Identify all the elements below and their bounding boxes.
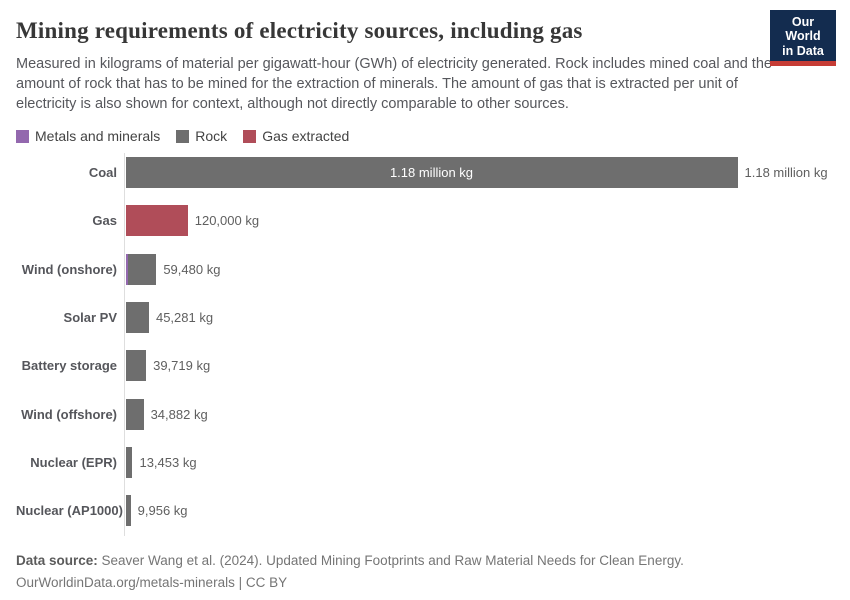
bar-track: 13,453 kg	[125, 446, 197, 478]
data-source-line: Data source: Seaver Wang et al. (2024). …	[16, 550, 834, 572]
data-source-label: Data source:	[16, 553, 98, 568]
bar-segment-rock[interactable]	[125, 157, 738, 188]
data-source-text: Seaver Wang et al. (2024). Updated Minin…	[97, 553, 684, 568]
value-label: 120,000 kg	[194, 213, 260, 229]
category-label: Nuclear (EPR)	[30, 454, 117, 470]
bar-coal[interactable]: 1.18 million kg	[125, 157, 738, 188]
value-label: 59,480 kg	[163, 261, 221, 277]
legend-item-metals-and-minerals[interactable]: Metals and minerals	[16, 128, 160, 144]
category-label: Wind (onshore)	[21, 261, 117, 277]
bar-segment-metals-and-minerals[interactable]	[125, 350, 127, 382]
bar-segment-gas-extracted[interactable]	[125, 205, 188, 237]
bar-track: 1.18 million kg 1.18 million kg	[125, 157, 828, 188]
bar-segment-rock[interactable]	[126, 446, 133, 478]
bar-track: 120,000 kg	[125, 205, 260, 237]
y-axis-line	[123, 153, 125, 536]
bar-segment-rock[interactable]	[126, 350, 147, 382]
chart-row-solar-pv: Solar PV 45,281 kg	[16, 293, 836, 341]
bar-segment-rock[interactable]	[126, 398, 144, 430]
owid-logo-line2: in Data	[782, 43, 824, 58]
legend-label: Rock	[195, 128, 228, 144]
license-line: OurWorldinData.org/metals-minerals | CC …	[16, 575, 288, 591]
chart-row-wind-offshore-: Wind (offshore) 34,882 kg	[16, 390, 836, 438]
owid-logo-line1: Our World	[785, 15, 821, 44]
bar-segment-rock[interactable]	[126, 301, 149, 333]
chart-row-wind-onshore-: Wind (onshore) 59,480 kg	[16, 245, 836, 293]
category-label: Battery storage	[21, 358, 117, 374]
legend-swatch-icon	[176, 129, 190, 143]
bar-nuclear-ap1000-[interactable]	[125, 495, 131, 527]
bar-nuclear-epr-[interactable]	[125, 446, 133, 478]
bar-track: 59,480 kg	[125, 253, 221, 285]
owid-logo: Our World in Data	[770, 10, 836, 67]
value-label: 13,453 kg	[139, 454, 197, 470]
chart-row-gas: Gas 120,000 kg	[16, 197, 836, 245]
value-label: 1.18 million kg	[744, 165, 828, 180]
chart-row-coal: Coal 1.18 million kg 1.18 million kg	[16, 149, 836, 197]
chart-subtitle: Measured in kilograms of material per gi…	[16, 56, 772, 112]
bar-battery-storage[interactable]	[125, 350, 147, 382]
bar-solar-pv[interactable]	[125, 301, 149, 333]
bar-track: 9,956 kg	[125, 495, 188, 527]
category-label: Solar PV	[63, 309, 117, 325]
bar-wind-offshore-[interactable]	[125, 398, 144, 430]
bar-segment-metals-and-minerals[interactable]	[125, 398, 127, 430]
value-label: 45,281 kg	[155, 309, 214, 325]
category-label: Coal	[88, 165, 117, 180]
value-label: 34,882 kg	[150, 406, 208, 422]
legend-item-rock[interactable]: Rock	[176, 128, 227, 144]
value-label: 9,956 kg	[137, 503, 188, 519]
bar-track: 45,281 kg	[125, 301, 214, 333]
legend-label: Metals and minerals	[35, 128, 161, 144]
legend-item-gas-extracted[interactable]: Gas extracted	[243, 128, 349, 144]
category-label: Nuclear (AP1000)	[16, 503, 123, 519]
bar-track: 39,719 kg	[125, 350, 211, 382]
legend-swatch-icon	[16, 129, 29, 143]
value-label: 39,719 kg	[153, 358, 211, 374]
legend: Metals and minerals Rock Gas extracted	[16, 128, 834, 144]
page-title: Mining requirements of electricity sourc…	[16, 18, 583, 43]
legend-label: Gas extracted	[262, 128, 350, 144]
bar-segment-rock[interactable]	[127, 253, 157, 285]
bar-segment-metals-and-minerals[interactable]	[125, 446, 127, 478]
bar-segment-metals-and-minerals[interactable]	[125, 301, 127, 333]
legend-swatch-icon	[243, 129, 257, 143]
chart-row-nuclear-ap1000-: Nuclear (AP1000) 9,956 kg	[16, 487, 836, 535]
chart-row-nuclear-epr-: Nuclear (EPR) 13,453 kg	[16, 438, 836, 486]
bar-gas[interactable]	[125, 205, 188, 237]
category-label: Gas	[92, 213, 117, 229]
category-label: Wind (offshore)	[21, 406, 117, 422]
bar-segment-rock[interactable]	[125, 495, 131, 527]
bar-track: 34,882 kg	[125, 398, 208, 430]
bar-segment-metals-and-minerals[interactable]	[125, 253, 128, 285]
chart-row-battery-storage: Battery storage 39,719 kg	[16, 342, 836, 390]
bar-chart: Coal 1.18 million kg 1.18 million kg Gas 120…	[16, 153, 834, 537]
bar-wind-onshore-[interactable]	[125, 253, 157, 285]
footer: Data source: Seaver Wang et al. (2024). …	[16, 550, 834, 595]
